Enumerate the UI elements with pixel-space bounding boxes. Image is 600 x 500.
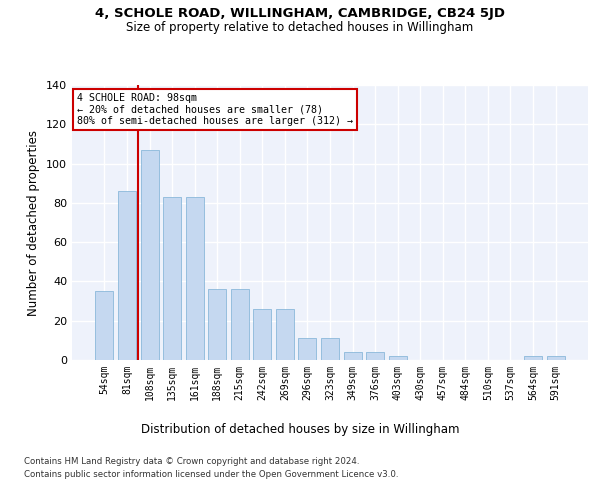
Bar [321, 338, 339, 360]
Text: 4, SCHOLE ROAD, WILLINGHAM, CAMBRIDGE, CB24 5JD: 4, SCHOLE ROAD, WILLINGHAM, CAMBRIDGE, C… [95, 8, 505, 20]
Bar [547, 356, 565, 360]
Bar [366, 352, 384, 360]
Text: Contains public sector information licensed under the Open Government Licence v3: Contains public sector information licen… [24, 470, 398, 479]
Bar [185, 197, 204, 360]
Bar [389, 356, 407, 360]
Bar [163, 197, 181, 360]
Bar [118, 191, 136, 360]
Text: 4 SCHOLE ROAD: 98sqm
← 20% of detached houses are smaller (78)
80% of semi-detac: 4 SCHOLE ROAD: 98sqm ← 20% of detached h… [77, 93, 353, 126]
Bar [344, 352, 362, 360]
Bar [524, 356, 542, 360]
Bar [253, 309, 271, 360]
Text: Size of property relative to detached houses in Willingham: Size of property relative to detached ho… [127, 21, 473, 34]
Y-axis label: Number of detached properties: Number of detached properties [28, 130, 40, 316]
Bar [298, 338, 316, 360]
Bar [95, 291, 113, 360]
Text: Contains HM Land Registry data © Crown copyright and database right 2024.: Contains HM Land Registry data © Crown c… [24, 458, 359, 466]
Text: Distribution of detached houses by size in Willingham: Distribution of detached houses by size … [141, 422, 459, 436]
Bar [276, 309, 294, 360]
Bar [208, 290, 226, 360]
Bar [140, 150, 158, 360]
Bar [231, 290, 249, 360]
